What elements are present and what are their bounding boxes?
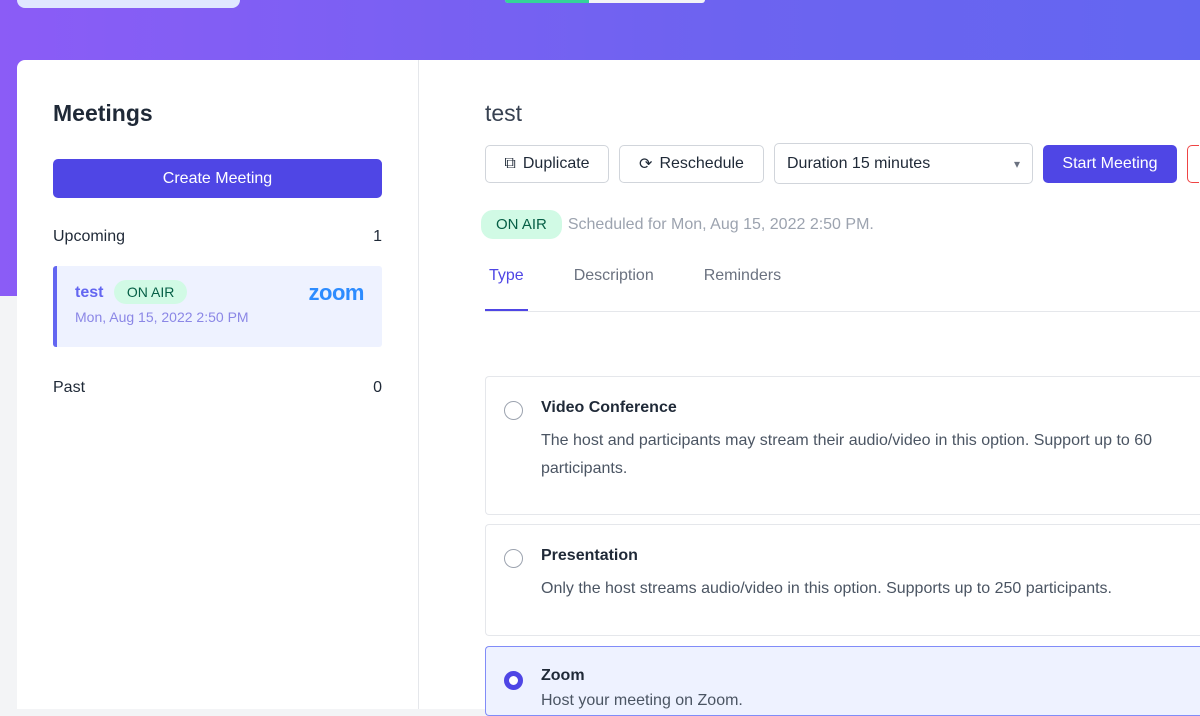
progress-bar	[505, 0, 705, 3]
tab-type[interactable]: Type	[485, 261, 528, 311]
copy-icon: ⧉	[504, 154, 516, 172]
delete-button[interactable]	[1187, 144, 1199, 183]
option-title: Zoom	[541, 667, 585, 684]
past-label: Past	[53, 379, 86, 396]
option-description: Host your meeting on Zoom.	[541, 692, 743, 709]
scheduled-text: Scheduled for Mon, Aug 15, 2022 2:50 PM.	[567, 215, 874, 233]
meetings-card: Meetings Create Meeting Upcoming 1 test O…	[17, 60, 1200, 716]
upcoming-section[interactable]: Upcoming 1	[53, 228, 382, 246]
past-section[interactable]: Past 0	[53, 379, 382, 397]
option-title: Video Conference	[541, 399, 677, 416]
radio-zoom[interactable]	[504, 671, 523, 690]
radio-presentation[interactable]	[504, 549, 523, 568]
meeting-list-item[interactable]: test ON AIR Mon, Aug 15, 2022 2:50 PM zo…	[53, 266, 382, 347]
meeting-date: Mon, Aug 15, 2022 2:50 PM	[75, 309, 249, 325]
option-presentation[interactable]: Presentation Only the host streams audio…	[485, 524, 1200, 636]
duration-value: Duration 15 minutes	[787, 154, 931, 172]
start-meeting-button[interactable]: Start Meeting	[1043, 144, 1177, 183]
on-air-badge: ON AIR	[113, 280, 188, 304]
zoom-logo: zoom	[308, 280, 365, 305]
status-line: ON AIR Scheduled for Mon, Aug 15, 2022 2…	[481, 210, 1200, 239]
duplicate-button[interactable]: ⧉ Duplicate	[485, 144, 609, 183]
refresh-icon: ⟳	[639, 155, 653, 173]
past-count: 0	[373, 379, 382, 396]
chevron-down-icon: ▾	[1013, 156, 1020, 171]
top-nav-box[interactable]	[17, 0, 240, 8]
meeting-detail: test ⧉ Duplicate ⟳ Reschedule Duration 15 …	[419, 60, 1200, 716]
meeting-title-heading: test	[485, 100, 523, 126]
status-badge: ON AIR	[481, 210, 562, 239]
tabs: Type Description Reminders	[485, 261, 1200, 312]
radio-video-conference[interactable]	[504, 401, 523, 420]
reschedule-label: Reschedule	[659, 154, 744, 172]
sidebar-title: Meetings	[53, 100, 153, 126]
option-title: Presentation	[541, 547, 638, 564]
upcoming-label: Upcoming	[53, 228, 126, 245]
reschedule-button[interactable]: ⟳ Reschedule	[619, 144, 764, 183]
option-description: The host and participants may stream the…	[541, 432, 1153, 477]
toolbar: ⧉ Duplicate ⟳ Reschedule Duration 15 minut…	[485, 143, 1200, 184]
duration-select[interactable]: Duration 15 minutes ▾	[774, 143, 1033, 184]
upcoming-count: 1	[373, 228, 382, 245]
progress-fill	[505, 0, 589, 3]
sidebar: Meetings Create Meeting Upcoming 1 test O…	[17, 60, 419, 709]
option-description: Only the host streams audio/video in thi…	[541, 580, 1112, 597]
tab-description[interactable]: Description	[573, 267, 654, 284]
meeting-title: test	[75, 284, 104, 301]
tab-reminders[interactable]: Reminders	[703, 267, 782, 284]
option-zoom[interactable]: Zoom Host your meeting on Zoom.	[485, 646, 1200, 716]
duplicate-label: Duplicate	[522, 154, 590, 172]
create-meeting-button[interactable]: Create Meeting	[53, 159, 382, 198]
option-video-conference[interactable]: Video Conference The host and participan…	[485, 376, 1200, 515]
